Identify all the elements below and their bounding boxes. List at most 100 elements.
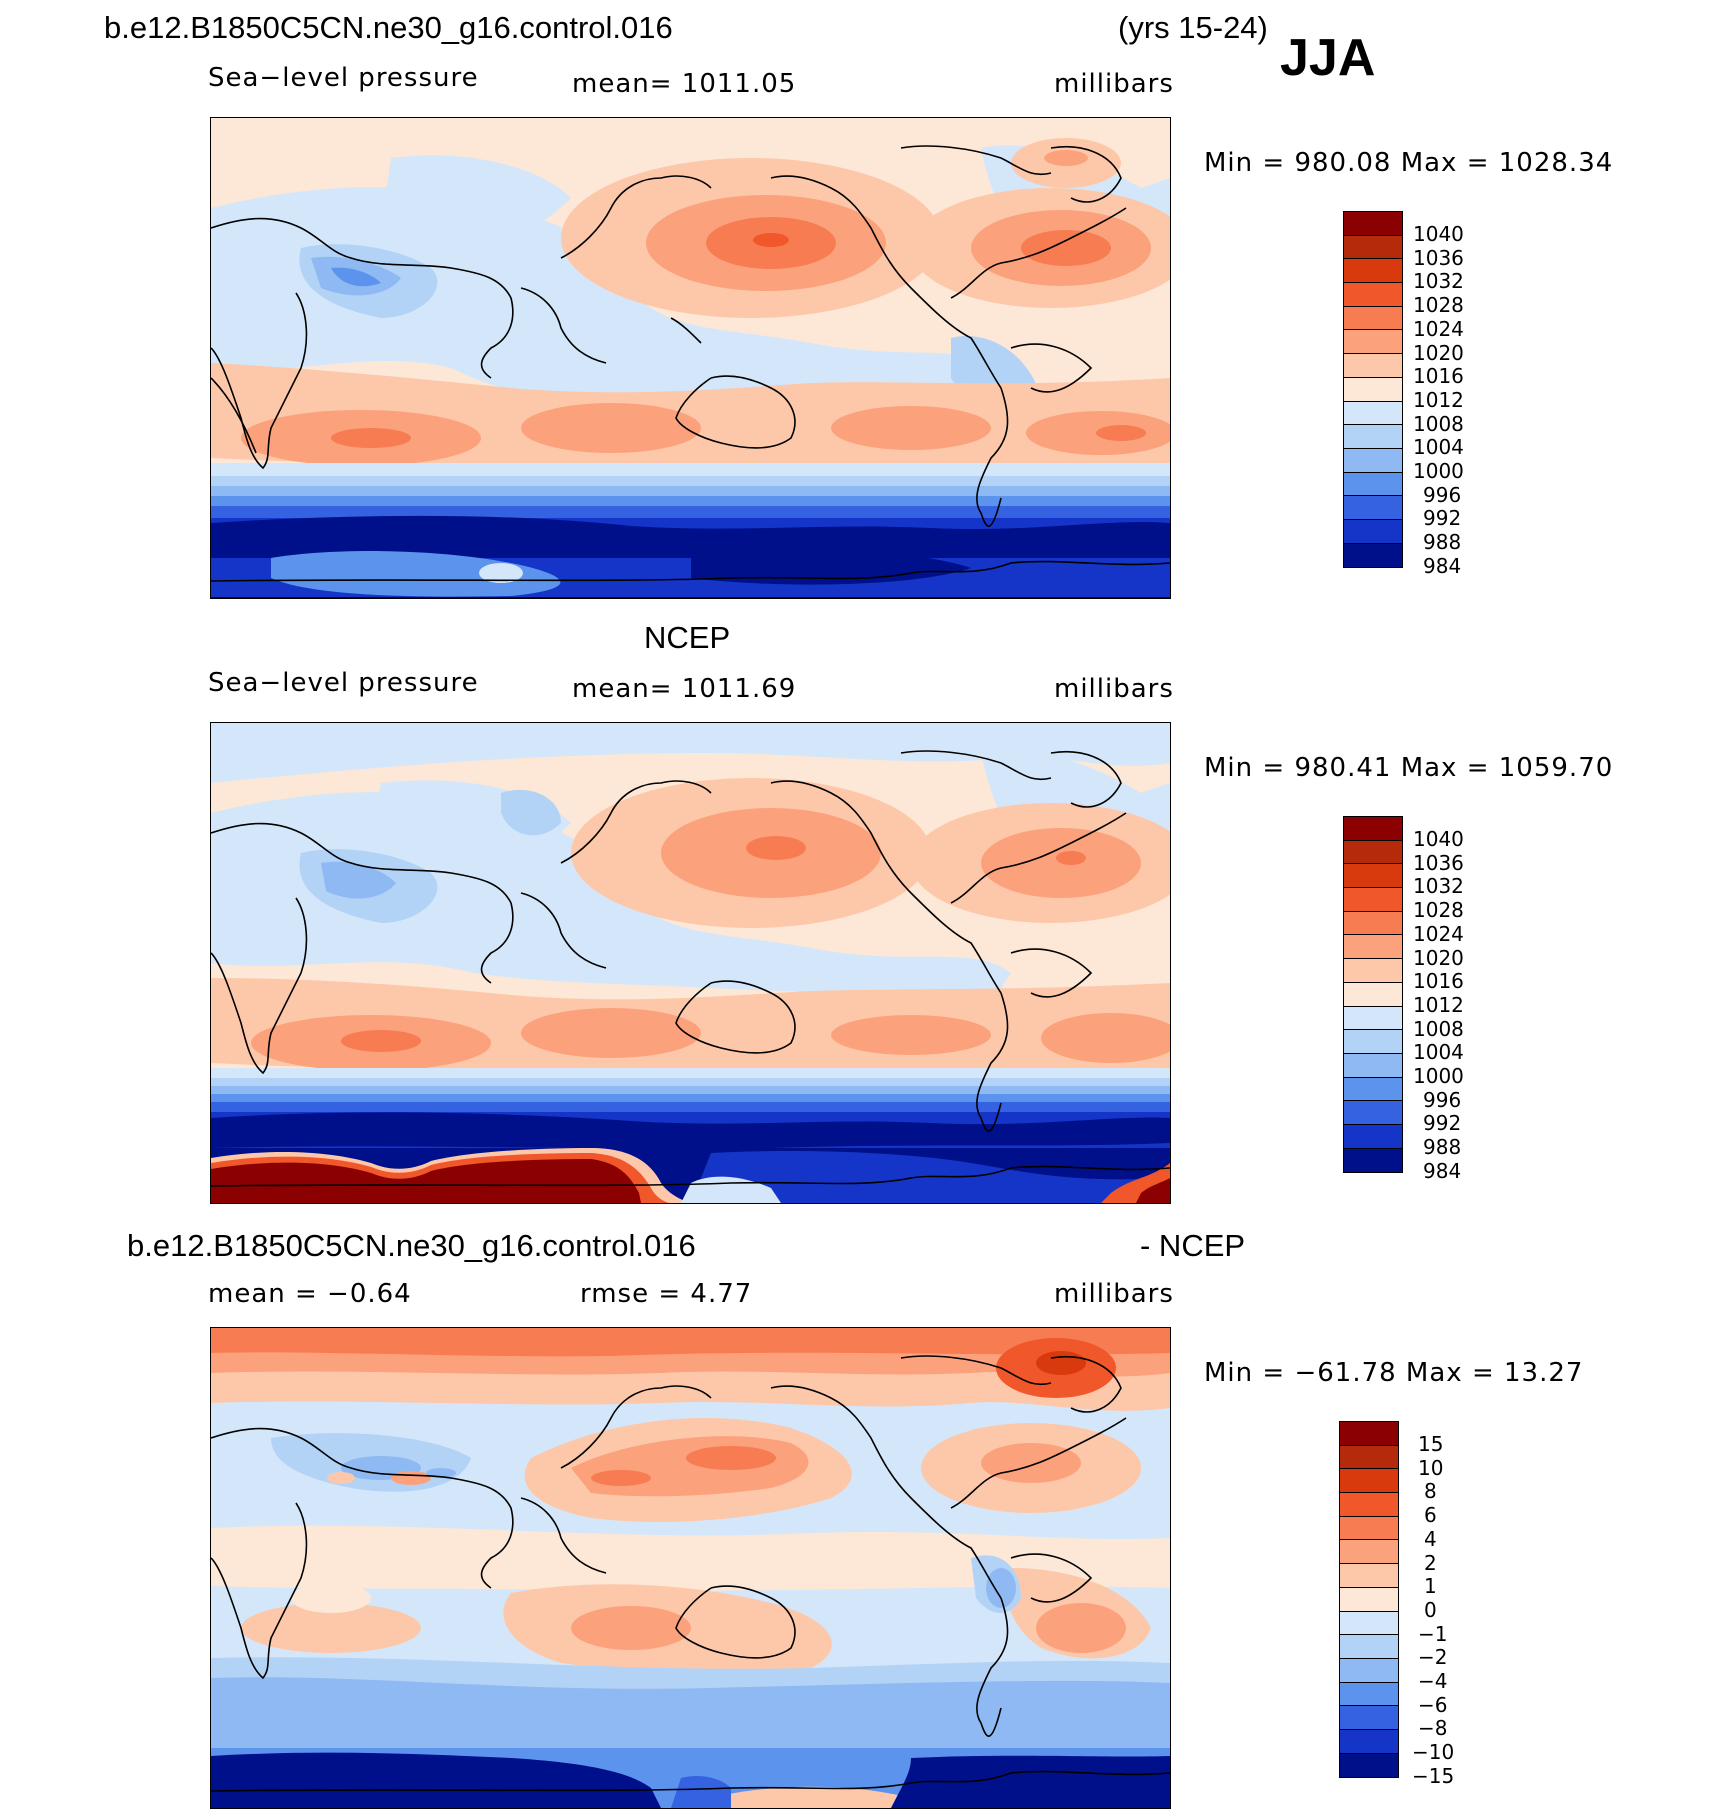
swatch [1344,982,1402,1007]
colorbar-label: 1000 [1413,459,1464,483]
panel3-title-right: - NCEP [1140,1228,1246,1263]
colorbar-label: 1004 [1413,435,1464,460]
panel2-mean: mean= 1011.69 [572,674,797,704]
colorbar-label: 1016 [1413,364,1464,389]
colorbar-label: 984 [1423,553,1462,578]
swatch [1340,1469,1398,1494]
colorbar-label: 15 [1418,1432,1444,1456]
colorbar-label: 1028 [1413,898,1464,923]
swatch [1344,354,1402,378]
swatch [1344,377,1402,402]
swatch [1344,888,1402,912]
swatch [1344,283,1402,307]
colorbar-label: −1 [1418,1621,1448,1646]
swatch [1340,1729,1398,1754]
panel1-variable: Sea−level pressure [208,63,479,93]
swatch [1340,1753,1398,1778]
colorbar-label: 2 [1424,1550,1437,1575]
colorbar-label: −6 [1418,1692,1448,1717]
colorbar-label: 1 [1424,1574,1437,1599]
panel3-mean: mean = −0.64 [208,1279,412,1309]
swatch [1340,1445,1398,1470]
panel2-title: NCEP [644,620,731,655]
swatch [1344,212,1402,236]
swatch [1344,472,1402,497]
panel1-mean: mean= 1011.05 [572,69,797,99]
swatch [1344,235,1402,260]
swatch [1344,1030,1402,1054]
swatch [1340,1493,1398,1517]
panel3-minmax: Min = −61.78 Max = 13.27 [1204,1358,1584,1388]
years-label: (yrs 15-24) [1118,10,1268,45]
colorbar-label: −2 [1418,1645,1448,1670]
swatch [1340,1635,1398,1659]
colorbar-label: 992 [1423,1111,1462,1136]
swatch [1344,519,1402,544]
panel1-map [210,117,1171,599]
colorbar-label: 4 [1424,1526,1437,1551]
panel3-units: millibars [1054,1279,1174,1309]
swatch [1344,935,1402,960]
colorbar-label: −8 [1418,1716,1448,1741]
swatch [1344,911,1402,936]
panel1-units: millibars [1054,69,1174,99]
swatch [1344,864,1402,889]
colorbar-label: 10 [1418,1455,1444,1480]
swatch [1344,1148,1402,1173]
colorbar-label: 1012 [1413,387,1464,412]
case-title: b.e12.B1850C5CN.ne30_g16.control.016 [104,10,673,45]
swatch [1344,1077,1402,1102]
colorbar-label: 1008 [1413,411,1464,436]
swatch [1340,1658,1398,1683]
swatch [1340,1587,1398,1612]
swatch [1344,330,1402,355]
colorbar-label: 1028 [1413,293,1464,318]
swatch [1344,1101,1402,1125]
swatch [1340,1540,1398,1565]
panel2-map [210,722,1171,1204]
colorbar-label: 1040 [1413,827,1464,851]
colorbar-label: 996 [1423,1087,1462,1112]
panel2-units: millibars [1054,674,1174,704]
colorbar-label: 1024 [1413,316,1464,341]
colorbar-label: 988 [1423,530,1462,555]
colorbar-label: −15 [1412,1763,1455,1788]
swatch [1344,306,1402,331]
colorbar-label: 8 [1424,1479,1437,1504]
swatch [1344,1124,1402,1149]
colorbar-label: 1004 [1413,1040,1464,1065]
colorbar-label: 6 [1424,1503,1437,1528]
panel3-title-left: b.e12.B1850C5CN.ne30_g16.control.016 [127,1228,696,1263]
swatch [1344,496,1402,520]
swatch [1340,1706,1398,1730]
panel3-rmse: rmse = 4.77 [580,1279,753,1309]
colorbar-label: −10 [1412,1740,1455,1765]
colorbar-label: 988 [1423,1135,1462,1160]
colorbar-label: 996 [1423,482,1462,507]
swatch [1344,401,1402,426]
swatch [1340,1564,1398,1588]
swatch [1340,1611,1398,1636]
colorbar-label: 0 [1424,1597,1437,1622]
swatch [1344,1053,1402,1078]
colorbar-label: 1020 [1413,340,1464,365]
season-label: JJA [1280,29,1376,87]
colorbar-label: 1036 [1413,245,1464,270]
colorbar-label: 1020 [1413,945,1464,970]
swatch [1340,1422,1398,1446]
panel2-variable: Sea−level pressure [208,668,479,698]
colorbar-label: 1016 [1413,969,1464,994]
colorbar-label: 1040 [1413,222,1464,246]
swatch [1344,448,1402,473]
swatch [1344,840,1402,865]
panel2-colorbar [1343,816,1403,1174]
swatch [1340,1682,1398,1707]
colorbar-label: 984 [1423,1158,1462,1183]
swatch [1344,425,1402,449]
colorbar-label: 1032 [1413,269,1464,294]
colorbar-label: 1000 [1413,1064,1464,1088]
swatch [1344,1006,1402,1031]
swatch [1340,1516,1398,1541]
panel3-colorbar [1339,1421,1399,1779]
colorbar-label: 1024 [1413,921,1464,946]
